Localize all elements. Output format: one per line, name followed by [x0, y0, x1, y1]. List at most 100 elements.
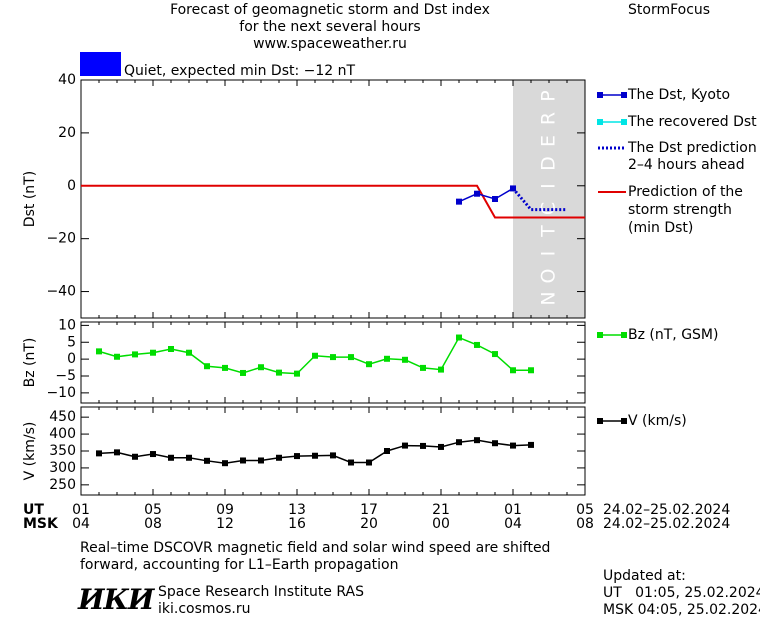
v-point: [384, 448, 390, 454]
bz-point: [438, 366, 444, 373]
msk-tick-label: 20: [360, 516, 378, 532]
y-tick-label: 40: [58, 72, 76, 88]
bz-point: [204, 363, 210, 370]
bz-point: [276, 369, 282, 376]
dst-kyoto-point: [474, 190, 480, 197]
y-tick-label: 0: [67, 351, 76, 367]
prediction-band-letter: D: [538, 156, 560, 171]
y-tick-label: 0: [67, 178, 76, 194]
panel-frame: [80, 79, 586, 319]
bz-point: [330, 354, 336, 361]
msk-tick-label: 00: [432, 516, 450, 532]
ut-tick-label: 05: [144, 502, 162, 518]
institute-site[interactable]: iki.cosmos.ru: [158, 601, 251, 617]
prediction-band-letter: I: [538, 183, 560, 189]
storm-strength-line: [81, 184, 585, 219]
title-line-1: Forecast of geomagnetic storm and Dst in…: [170, 2, 490, 18]
msk-tick-label: 04: [504, 516, 522, 532]
legend-dst-marker: [621, 92, 627, 98]
v-point: [294, 453, 300, 460]
ut-axis-label: UT: [23, 502, 44, 518]
updated-ut: UT 01:05, 25.02.2024: [603, 585, 760, 601]
ut-tick-label: 09: [216, 502, 234, 518]
ut-date-range: 24.02–25.02.2024: [603, 502, 731, 518]
legend-v-marker: [621, 418, 627, 424]
ut-tick-label: 21: [432, 502, 450, 518]
status-color-box: [80, 52, 121, 76]
legend-v: V (km/s): [628, 413, 687, 429]
dst-kyoto-line: [458, 187, 514, 203]
v-point: [438, 443, 444, 450]
y-tick-label: 20: [58, 125, 76, 141]
v-point: [240, 457, 246, 464]
footer-note-line2: forward, accounting for L1–Earth propaga…: [80, 557, 399, 573]
updated-msk: MSK 04:05, 25.02.2024: [603, 602, 760, 618]
prediction-band-letter: R: [538, 112, 560, 125]
v-point: [474, 437, 480, 444]
brand-name: StormFocus: [628, 2, 711, 18]
panel-frame: [80, 406, 586, 496]
y-tick-label: 10: [58, 317, 76, 333]
msk-tick-label: 12: [216, 516, 234, 532]
bz-point: [348, 354, 354, 361]
legend-bz-marker: [621, 332, 627, 338]
v-point: [330, 452, 336, 459]
msk-tick-label: 04: [72, 516, 90, 532]
v-point: [366, 459, 372, 466]
prediction-band-letter: P: [538, 90, 560, 101]
v-point: [114, 449, 120, 456]
legend-storm-line1: Prediction of the: [628, 184, 743, 200]
prediction-band-letter: O: [538, 269, 560, 284]
institute-name: Space Research Institute RAS: [158, 584, 364, 600]
bz-point: [402, 356, 408, 363]
legend-recovered-dst: The recovered Dst: [628, 114, 757, 130]
prediction-band-letter: T: [538, 225, 560, 238]
bz-point: [312, 352, 318, 359]
y-tick-label: 400: [49, 426, 76, 442]
ut-tick-label: 17: [360, 502, 378, 518]
bz-point: [474, 341, 480, 348]
title-line-2: for the next several hours: [239, 19, 421, 35]
y-tick-label: −20: [46, 231, 76, 247]
v-point: [222, 460, 228, 467]
v-point: [402, 442, 408, 449]
y-tick-label: 250: [49, 477, 76, 493]
bz-point: [222, 364, 228, 371]
legend-dst-marker: [597, 92, 603, 98]
v-point: [258, 457, 264, 464]
v-line: [98, 439, 532, 464]
legend-storm-line2: storm strength: [628, 202, 732, 218]
y-tick-label: 300: [49, 460, 76, 476]
bz-point: [150, 349, 156, 356]
legend-prediction-line1: The Dst prediction: [628, 140, 757, 156]
y-axis-label: Bz (nT): [22, 338, 38, 388]
status-text: Quiet, expected min Dst: −12 nT: [124, 63, 356, 79]
title-url: www.spaceweather.ru: [253, 36, 407, 52]
bz-point: [240, 369, 246, 376]
footer-note-line1: Real–time DSCOVR magnetic field and sola…: [80, 540, 551, 556]
ut-tick-label: 01: [72, 502, 90, 518]
v-point: [150, 451, 156, 458]
dst-kyoto-point: [510, 185, 516, 192]
bz-point: [492, 351, 498, 358]
v-point: [132, 453, 138, 460]
msk-tick-label: 08: [576, 516, 594, 532]
msk-axis-label: MSK: [23, 516, 58, 532]
bz-point: [420, 364, 426, 371]
bz-point: [384, 355, 390, 362]
bz-point: [294, 370, 300, 377]
bz-point: [456, 334, 462, 341]
prediction-band-letter: E: [538, 135, 560, 147]
iki-logo: ИКИ: [78, 583, 154, 616]
v-point: [492, 440, 498, 447]
y-tick-label: −5: [55, 368, 76, 384]
y-tick-label: 450: [49, 409, 76, 425]
bz-point: [258, 364, 264, 371]
dst-kyoto-point: [492, 196, 498, 202]
y-tick-label: −40: [46, 284, 76, 300]
bz-point: [114, 353, 120, 360]
v-point: [96, 450, 102, 457]
y-tick-label: 5: [67, 334, 76, 350]
legend-prediction-line2: 2–4 hours ahead: [628, 157, 745, 173]
